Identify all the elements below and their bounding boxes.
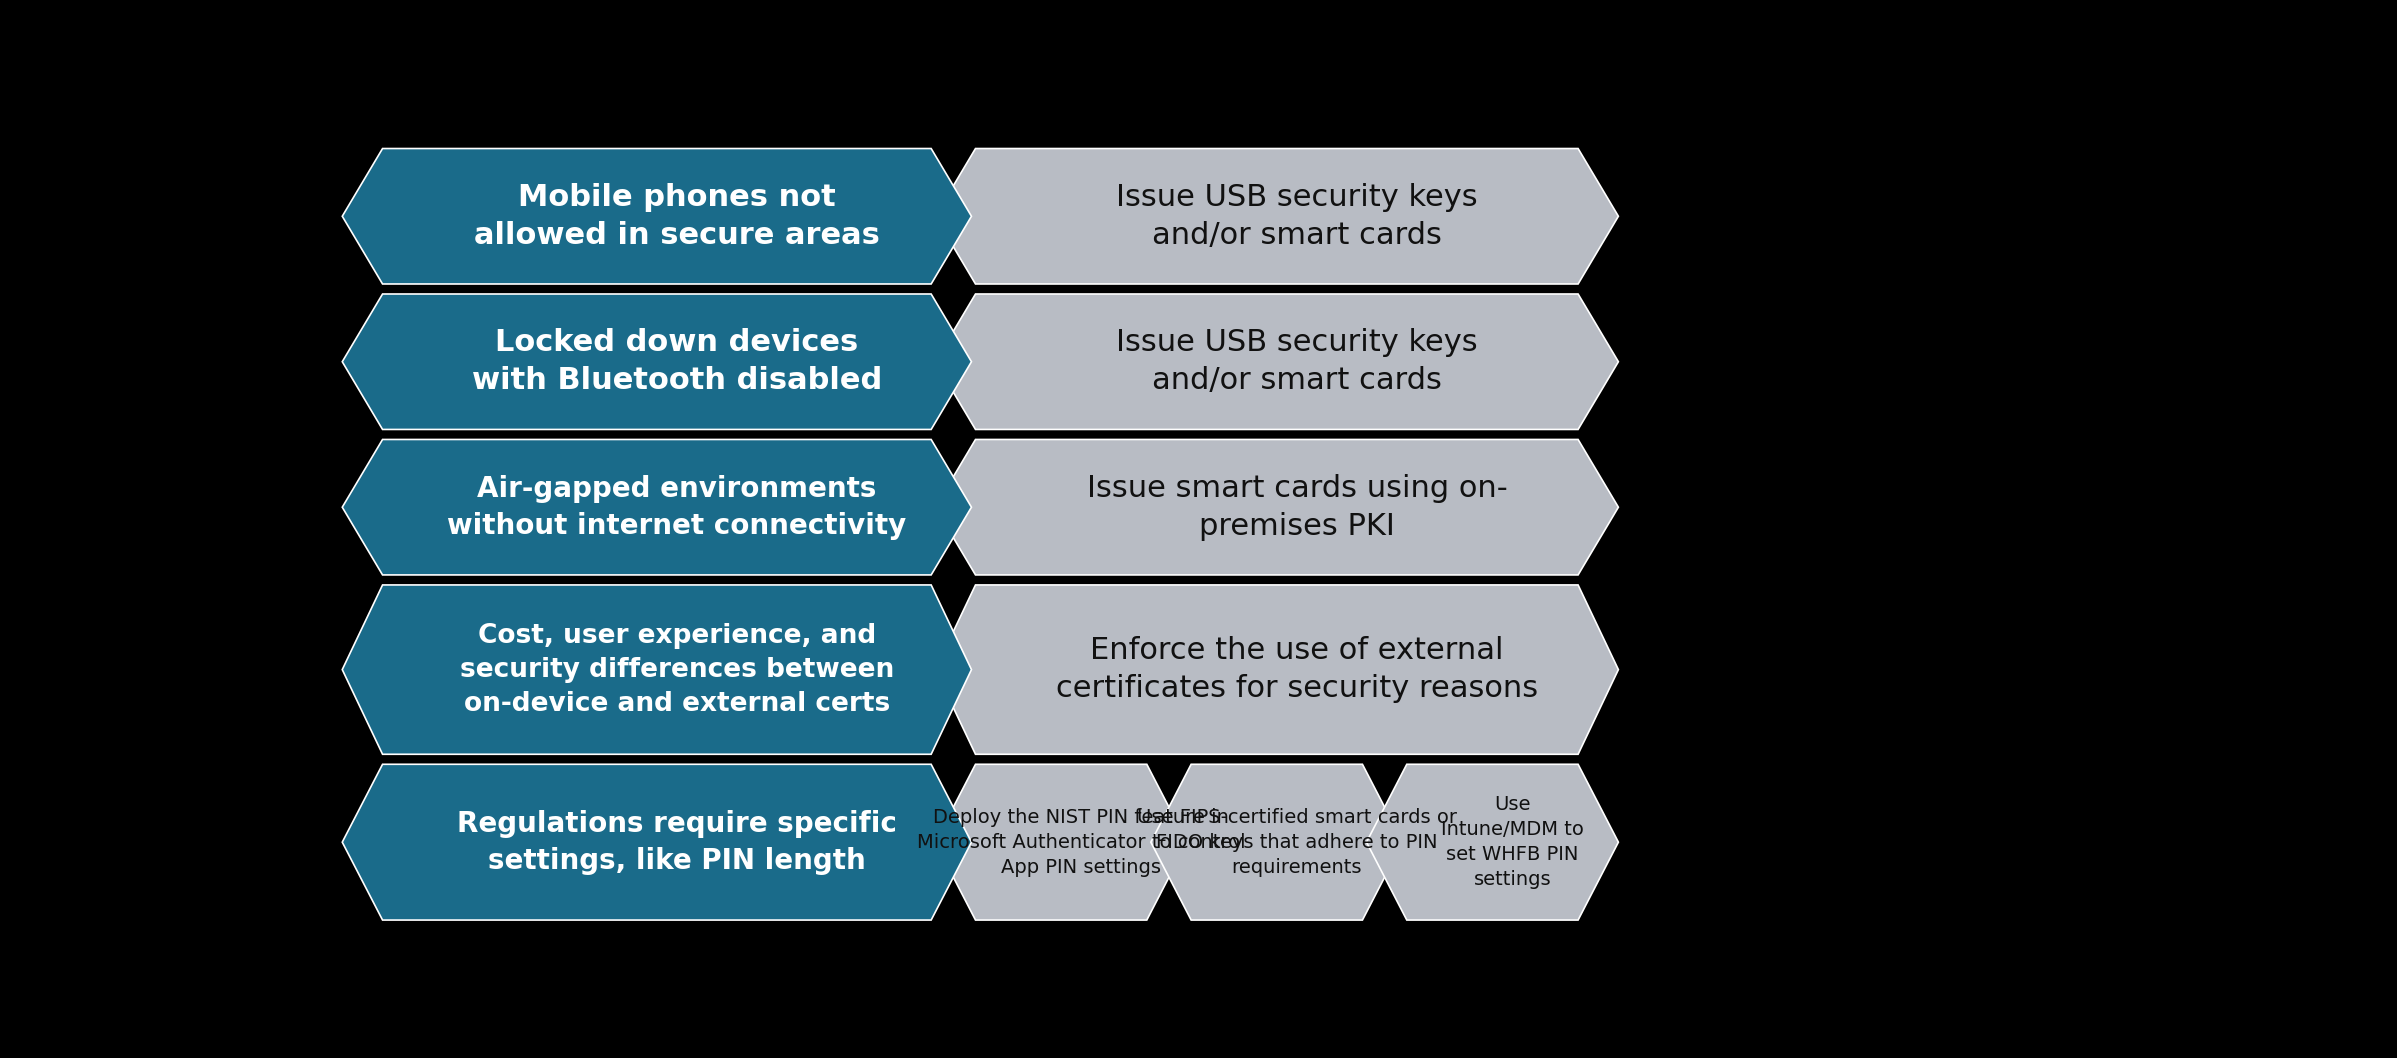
Polygon shape xyxy=(935,764,1187,920)
Polygon shape xyxy=(343,439,971,574)
Polygon shape xyxy=(343,585,971,754)
Text: Issue USB security keys
and/or smart cards: Issue USB security keys and/or smart car… xyxy=(1117,328,1479,396)
Text: Mobile phones not
allowed in secure areas: Mobile phones not allowed in secure area… xyxy=(475,183,880,250)
Text: Issue USB security keys
and/or smart cards: Issue USB security keys and/or smart car… xyxy=(1117,183,1479,250)
Polygon shape xyxy=(343,764,971,920)
Polygon shape xyxy=(935,439,1618,574)
Polygon shape xyxy=(343,148,971,284)
Polygon shape xyxy=(935,294,1618,430)
Polygon shape xyxy=(343,294,971,430)
Text: Air-gapped environments
without internet connectivity: Air-gapped environments without internet… xyxy=(448,475,906,540)
Text: Locked down devices
with Bluetooth disabled: Locked down devices with Bluetooth disab… xyxy=(472,328,882,396)
Text: Use
Intune/MDM to
set WHFB PIN
settings: Use Intune/MDM to set WHFB PIN settings xyxy=(1441,796,1584,889)
Text: Issue smart cards using on-
premises PKI: Issue smart cards using on- premises PKI xyxy=(1086,474,1508,541)
Polygon shape xyxy=(935,148,1618,284)
Text: Deploy the NIST PIN feature in
Microsoft Authenticator to control
App PIN settin: Deploy the NIST PIN feature in Microsoft… xyxy=(918,807,1246,877)
Polygon shape xyxy=(935,585,1618,754)
Text: Cost, user experience, and
security differences between
on-device and external c: Cost, user experience, and security diff… xyxy=(460,622,894,716)
Text: Regulations require specific
settings, like PIN length: Regulations require specific settings, l… xyxy=(458,809,896,875)
Polygon shape xyxy=(1366,764,1618,920)
Text: Enforce the use of external
certificates for security reasons: Enforce the use of external certificates… xyxy=(1057,636,1539,704)
Polygon shape xyxy=(1151,764,1402,920)
Text: Use FIPS-certified smart cards or
FIDO keys that adhere to PIN
requirements: Use FIPS-certified smart cards or FIDO k… xyxy=(1136,807,1457,877)
